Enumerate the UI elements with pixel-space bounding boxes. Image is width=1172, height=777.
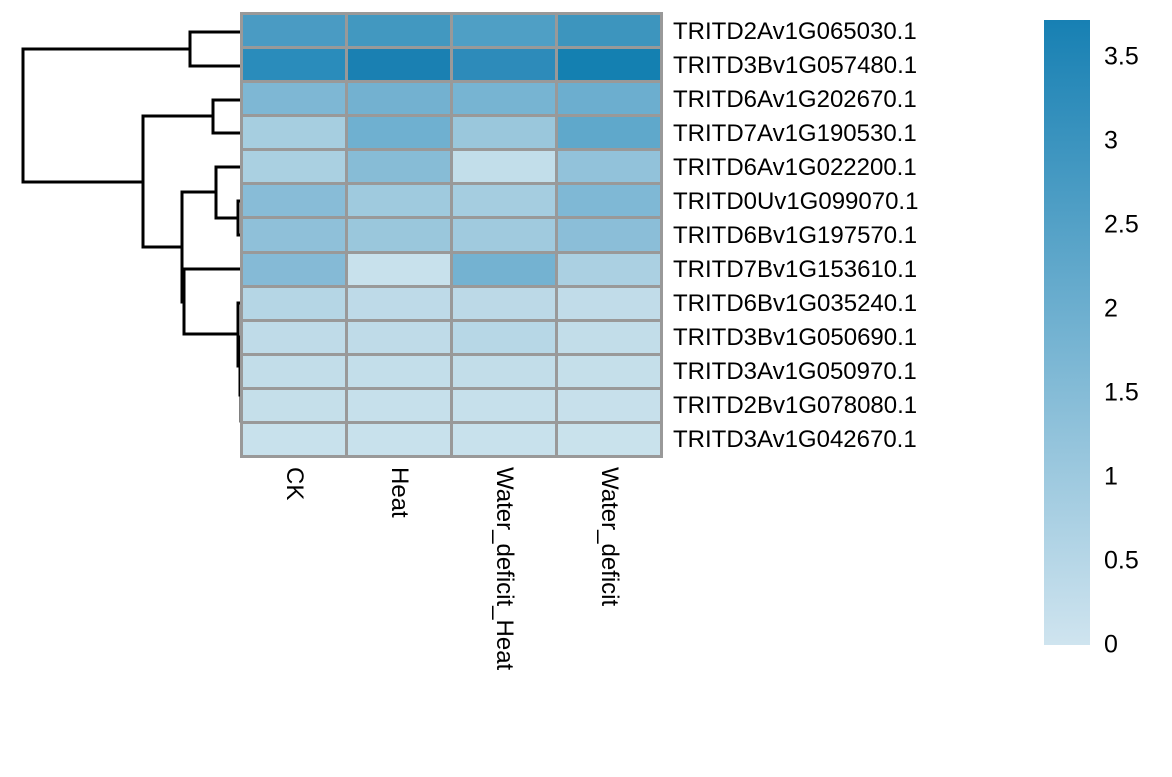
dendrogram-branch — [182, 267, 243, 336]
heatmap-cell — [558, 185, 660, 217]
heatmap-cell — [243, 287, 345, 319]
heatmap-cell — [243, 219, 345, 251]
heatmap-cell — [453, 117, 555, 149]
heatmap-cell — [243, 15, 345, 47]
heatmap-cell — [558, 49, 660, 81]
heatmap-cell — [243, 355, 345, 387]
heatmap-cell — [453, 287, 555, 319]
gene-row-label: TRITD2Av1G065030.1 — [673, 17, 917, 45]
gene-row-label: TRITD7Av1G190530.1 — [673, 119, 917, 147]
gene-row-label: TRITD3Av1G042670.1 — [673, 426, 917, 454]
dendrogram-branch — [180, 190, 216, 304]
gene-row-label: TRITD7Bv1G153610.1 — [673, 256, 918, 284]
gene-row-label: TRITD3Bv1G057480.1 — [673, 51, 918, 79]
heatmap-cell — [453, 321, 555, 353]
heatmap-cell — [453, 185, 555, 217]
heatmap-cell — [348, 185, 450, 217]
heatmap-cell — [348, 287, 450, 319]
heatmap-cell — [453, 83, 555, 115]
heatmap-cell — [558, 83, 660, 115]
heatmap-cell — [348, 49, 450, 81]
heatmap-cell — [453, 389, 555, 421]
heatmap-cell — [453, 355, 555, 387]
colorbar-tick-label: 2.5 — [1104, 210, 1139, 239]
heatmap-cell — [348, 321, 450, 353]
condition-column-label: Heat — [386, 467, 413, 518]
heatmap-cell — [348, 15, 450, 47]
condition-column-label: CK — [281, 467, 308, 501]
heatmap-cell — [453, 253, 555, 285]
colorbar-tick-label: 1 — [1104, 462, 1118, 491]
dendrogram-branch — [188, 30, 243, 68]
colorbar-tick-label: 3 — [1104, 126, 1118, 155]
heatmap-cell — [348, 355, 450, 387]
heatmap-cell — [453, 423, 555, 455]
colorbar-tick-label: 1.5 — [1104, 378, 1139, 407]
heatmap-cell — [558, 253, 660, 285]
row-dendrogram — [21, 30, 244, 440]
colorbar-tick-label: 3.5 — [1104, 42, 1139, 71]
condition-column-label: Water_deficit — [596, 467, 623, 607]
heatmap-cell — [453, 151, 555, 183]
dendrogram-branch — [141, 114, 213, 249]
heatmap-cell — [243, 185, 345, 217]
heatmap-cell — [243, 49, 345, 81]
heatmap-cell — [348, 151, 450, 183]
heatmap-cell — [243, 117, 345, 149]
heatmap-cell — [558, 15, 660, 47]
heatmap-cell — [558, 321, 660, 353]
heatmap-cell — [243, 253, 345, 285]
heatmap-cell — [453, 49, 555, 81]
heatmap-cell — [558, 355, 660, 387]
heatmap-cell — [348, 83, 450, 115]
gene-row-label: TRITD0Uv1G099070.1 — [673, 187, 919, 215]
heatmap-cell — [348, 253, 450, 285]
gene-row-label: TRITD6Bv1G035240.1 — [673, 290, 918, 318]
heatmap-cell — [558, 389, 660, 421]
gene-row-label: TRITD6Av1G022200.1 — [673, 153, 917, 181]
colorbar-gradient — [1044, 20, 1090, 645]
heatmap-grid — [240, 12, 663, 458]
heatmap-cell — [348, 423, 450, 455]
heatmap-cell — [558, 423, 660, 455]
gene-row-label: TRITD2Bv1G078080.1 — [673, 392, 918, 420]
heatmap-cell — [243, 83, 345, 115]
heatmap-cell — [243, 423, 345, 455]
colorbar-tick-label: 0 — [1104, 630, 1118, 659]
heatmap-cell — [453, 15, 555, 47]
heatmap-cell — [558, 287, 660, 319]
gene-row-label: TRITD3Bv1G050690.1 — [673, 324, 918, 352]
heatmap-cell — [243, 321, 345, 353]
colorbar-tick-label: 0.5 — [1104, 546, 1139, 575]
dendrogram-branch — [211, 98, 243, 135]
heatmap-cell — [243, 151, 345, 183]
condition-column-label: Water_deficit_Heat — [491, 467, 518, 671]
heatmap-cell — [348, 389, 450, 421]
heatmap-cell — [558, 117, 660, 149]
gene-row-label: TRITD3Av1G050970.1 — [673, 358, 917, 386]
heatmap-cell — [243, 389, 345, 421]
gene-row-label: TRITD6Av1G202670.1 — [673, 85, 917, 113]
heatmap-cell — [558, 219, 660, 251]
heatmap-cell — [348, 117, 450, 149]
dendrogram-branch — [21, 47, 190, 184]
heatmap-cell — [453, 219, 555, 251]
gene-row-label: TRITD6Bv1G197570.1 — [673, 222, 918, 249]
heatmap-cell — [558, 151, 660, 183]
colorbar-tick-label: 2 — [1104, 294, 1118, 323]
heatmap-cell — [348, 219, 450, 251]
